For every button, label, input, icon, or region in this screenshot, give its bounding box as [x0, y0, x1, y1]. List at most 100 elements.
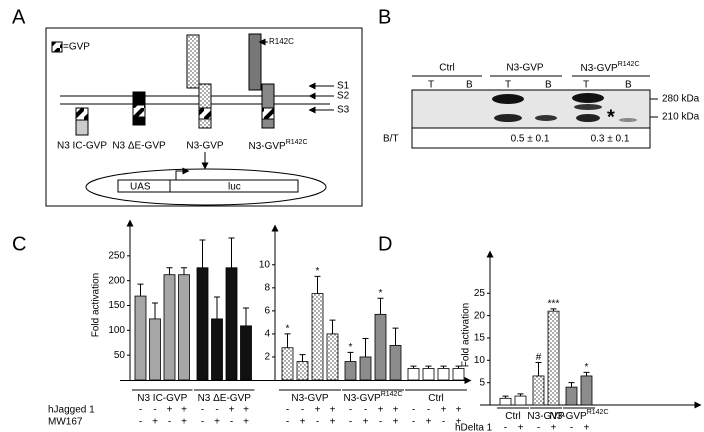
error-bar	[377, 297, 384, 315]
bar	[437, 368, 450, 381]
error-bar	[314, 275, 321, 294]
promoter	[175, 167, 190, 180]
bar	[211, 318, 223, 381]
condition-value: +	[300, 417, 306, 428]
group-label: N3-GVPR142C	[343, 391, 402, 404]
panel-label: A	[12, 6, 26, 28]
condition-value: -	[316, 417, 319, 428]
construct	[248, 33, 262, 91]
condition-value: +	[393, 417, 399, 428]
condition-value: +	[167, 405, 173, 416]
fraction: T	[505, 80, 511, 91]
condition-value: +	[518, 423, 524, 432]
condition-value: -	[139, 405, 142, 416]
condition-value: +	[456, 417, 462, 428]
condition-value: +	[214, 417, 220, 428]
group-label: N3-GVP	[291, 393, 329, 404]
name: Ctrl	[428, 393, 444, 404]
site-label: S3	[337, 105, 350, 116]
panel-label: D	[378, 233, 392, 255]
bar	[514, 395, 527, 406]
lane-label: Ctrl	[439, 63, 455, 74]
lane-label: N3-GVP	[506, 63, 544, 74]
error-bar	[392, 327, 399, 346]
condition-label: MW167	[48, 417, 83, 428]
bar	[311, 293, 324, 381]
y-tick-label: 200	[108, 275, 125, 286]
condition-value: +	[551, 423, 557, 432]
error-bar	[152, 302, 158, 319]
bar	[149, 318, 161, 381]
condition-value: +	[152, 417, 158, 428]
bar	[240, 325, 252, 381]
condition-value: -	[201, 405, 204, 416]
condition-value: -	[412, 417, 415, 428]
construct	[186, 34, 200, 89]
superscript: R142C	[286, 139, 308, 146]
blot	[411, 89, 651, 129]
condition-value: +	[181, 417, 187, 428]
condition-label: hDelta 1	[455, 423, 493, 432]
y-tick-label: 6	[264, 306, 270, 317]
fraction: B	[466, 80, 473, 91]
error-bar	[425, 365, 432, 369]
significance: *	[379, 288, 383, 299]
condition-value: +	[243, 405, 249, 416]
name: Ctrl	[505, 411, 521, 422]
bar	[580, 375, 593, 406]
error-bar	[137, 283, 144, 297]
condition-value: +	[181, 405, 187, 416]
bar	[296, 361, 309, 381]
condition-value: -	[139, 417, 142, 428]
band	[572, 93, 604, 103]
condition-value: -	[442, 417, 445, 428]
bar	[344, 361, 357, 381]
reporter-label: UAS	[130, 182, 151, 193]
name: N3-GVP	[291, 393, 329, 404]
condition-value: +	[315, 405, 321, 416]
error-bar	[299, 354, 306, 362]
nucleus	[85, 168, 327, 206]
error-bar	[535, 362, 542, 376]
panel-a: A =GVP R142C S1 S2 S3 N3 IC-GVP N3 ΔE-GV…	[12, 6, 363, 207]
error-bar	[517, 393, 524, 397]
error-bar	[228, 237, 235, 268]
construct-label: N3-GVP	[186, 141, 224, 152]
panel-label: B	[378, 6, 391, 28]
y-tick-label: 8	[264, 282, 270, 293]
marker-label: 280 kDa	[662, 94, 700, 105]
error-bar	[329, 319, 336, 334]
band	[576, 114, 600, 122]
error-bar	[284, 333, 291, 348]
condition-value: -	[570, 423, 573, 432]
group-label: N3 ΔE-GVP	[198, 393, 252, 404]
name: N3-GVP	[549, 411, 587, 422]
frame	[45, 27, 363, 207]
band-note: *	[607, 106, 615, 128]
error-bar	[362, 338, 369, 357]
y-tick-label: 100	[108, 325, 125, 336]
bar	[163, 274, 176, 381]
y-tick-label: 2	[264, 352, 270, 363]
bar	[407, 368, 420, 381]
bar	[225, 267, 238, 381]
site-label: S2	[337, 91, 350, 102]
bar	[532, 375, 545, 406]
ratio-label: B/T	[383, 134, 399, 145]
construct-label: N3 ΔE-GVP	[112, 141, 166, 152]
marker-label: 210 kDa	[662, 112, 700, 123]
bar	[565, 386, 578, 406]
significance: #	[536, 352, 542, 363]
y-axis-label: Fold activation	[91, 273, 102, 337]
group-label: Ctrl	[428, 393, 444, 404]
condition-value: +	[229, 405, 235, 416]
name: N3-GVP	[527, 411, 565, 422]
error-bar	[214, 296, 220, 319]
condition-value: +	[363, 417, 369, 428]
y-tick-label: 4	[264, 329, 270, 340]
superscript: R142C	[618, 61, 640, 68]
fraction: T	[583, 80, 589, 91]
bar	[326, 333, 339, 381]
condition-value: +	[330, 405, 336, 416]
